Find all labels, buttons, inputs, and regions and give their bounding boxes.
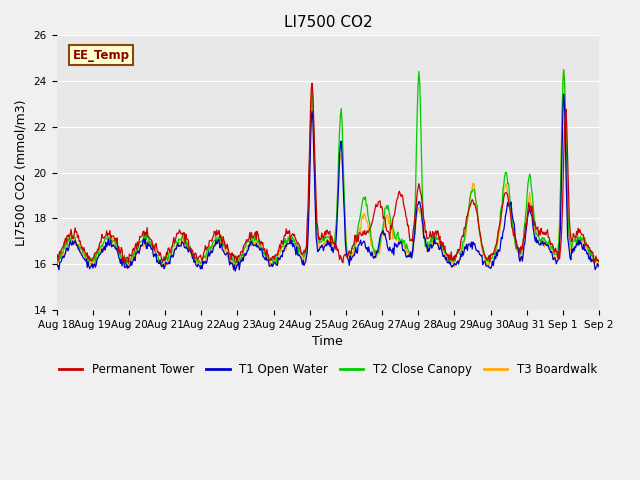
Title: LI7500 CO2: LI7500 CO2 — [284, 15, 372, 30]
Text: EE_Temp: EE_Temp — [73, 48, 130, 61]
Y-axis label: LI7500 CO2 (mmol/m3): LI7500 CO2 (mmol/m3) — [15, 99, 28, 246]
Legend: Permanent Tower, T1 Open Water, T2 Close Canopy, T3 Boardwalk: Permanent Tower, T1 Open Water, T2 Close… — [54, 359, 602, 381]
X-axis label: Time: Time — [312, 335, 343, 348]
